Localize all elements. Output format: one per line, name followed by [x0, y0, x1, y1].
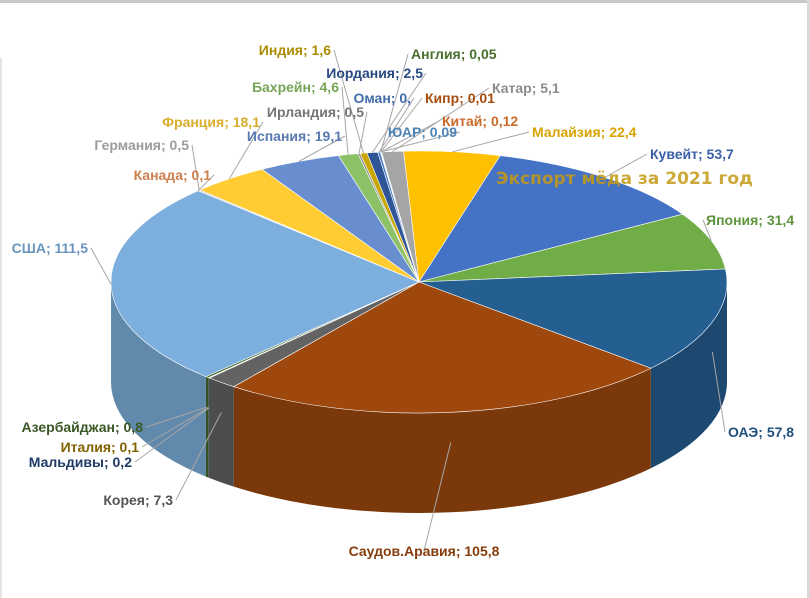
data-label: США; 111,5 [12, 240, 89, 256]
slice-Саудов.Аравия [233, 281, 652, 414]
left-border [0, 58, 2, 598]
data-label: Оман; 0, [353, 90, 411, 106]
data-label: Япония; 31,4 [706, 212, 794, 228]
leader-line [358, 111, 368, 154]
leader-line [175, 412, 222, 501]
data-label: Азербайджан; 0,8 [21, 419, 143, 435]
data-label: Канада; 0,1 [134, 167, 212, 183]
leader-line [380, 53, 409, 153]
data-labels: Катар; 5,1 Малайзия; 22,4 Кувейт; 53,7 Япон… [12, 42, 795, 559]
data-label: ОАЭ; 57,8 [728, 424, 794, 440]
slice-ОАЭ [418, 268, 728, 369]
data-label: Кипр; 0,01 [425, 90, 495, 106]
data-label: ЮАР; 0,09 [388, 124, 457, 140]
slice-side [205, 376, 209, 478]
leader-line [134, 407, 210, 463]
leader-line [380, 131, 461, 153]
leader-line [711, 351, 726, 433]
chart-title: Экспорт мёда за 2021 год [496, 169, 753, 189]
leader-line [333, 49, 364, 154]
data-label: Иордания; 2,5 [326, 65, 423, 81]
data-label: Индия; 1,6 [259, 42, 331, 58]
leader-line [197, 174, 215, 191]
slice-side [209, 377, 234, 487]
data-label: Италия; 0,1 [61, 439, 140, 455]
data-label: Англия; 0,05 [411, 46, 497, 62]
data-label: Ирландия; 0,5 [267, 104, 364, 120]
data-label: Бахрейн; 4,6 [252, 79, 339, 95]
leader-line [298, 135, 346, 162]
leader-line [371, 72, 427, 153]
data-label: Германия; 0,5 [94, 137, 189, 153]
leader-line [145, 406, 208, 428]
data-label: Корея; 7,3 [103, 492, 173, 508]
data-label: Франция; 18,1 [162, 114, 260, 130]
data-label: Мальдивы; 0,2 [29, 454, 132, 470]
leader-line [191, 144, 200, 191]
data-label: Саудов.Аравия; 105,8 [349, 543, 500, 559]
leader-line [380, 97, 423, 153]
leader-line [378, 97, 415, 153]
data-label: Катар; 5,1 [492, 80, 560, 96]
slice-side [233, 368, 651, 513]
leader-line [228, 121, 264, 180]
leader-line [341, 86, 349, 155]
leader-line [392, 87, 490, 152]
leader-line [702, 219, 712, 241]
right-border [807, 0, 810, 598]
slice-США [110, 190, 420, 377]
slice-side [208, 377, 210, 478]
pie-slices [110, 150, 728, 414]
top-border [0, 0, 810, 3]
slice-side [650, 282, 727, 469]
slice-Кувейт [418, 155, 684, 283]
data-label: Китай; 0,12 [442, 113, 518, 129]
data-label: Малайзия; 22,4 [532, 124, 637, 140]
data-label: Испания; 19,1 [247, 128, 342, 144]
leader-line [141, 407, 209, 448]
leader-line [423, 442, 452, 552]
leader-lines [90, 49, 726, 552]
leader-line [90, 247, 112, 285]
leader-line [452, 131, 530, 153]
leader-line [604, 153, 648, 178]
data-label: Кувейт; 53,7 [650, 146, 734, 162]
leader-line [380, 120, 440, 153]
